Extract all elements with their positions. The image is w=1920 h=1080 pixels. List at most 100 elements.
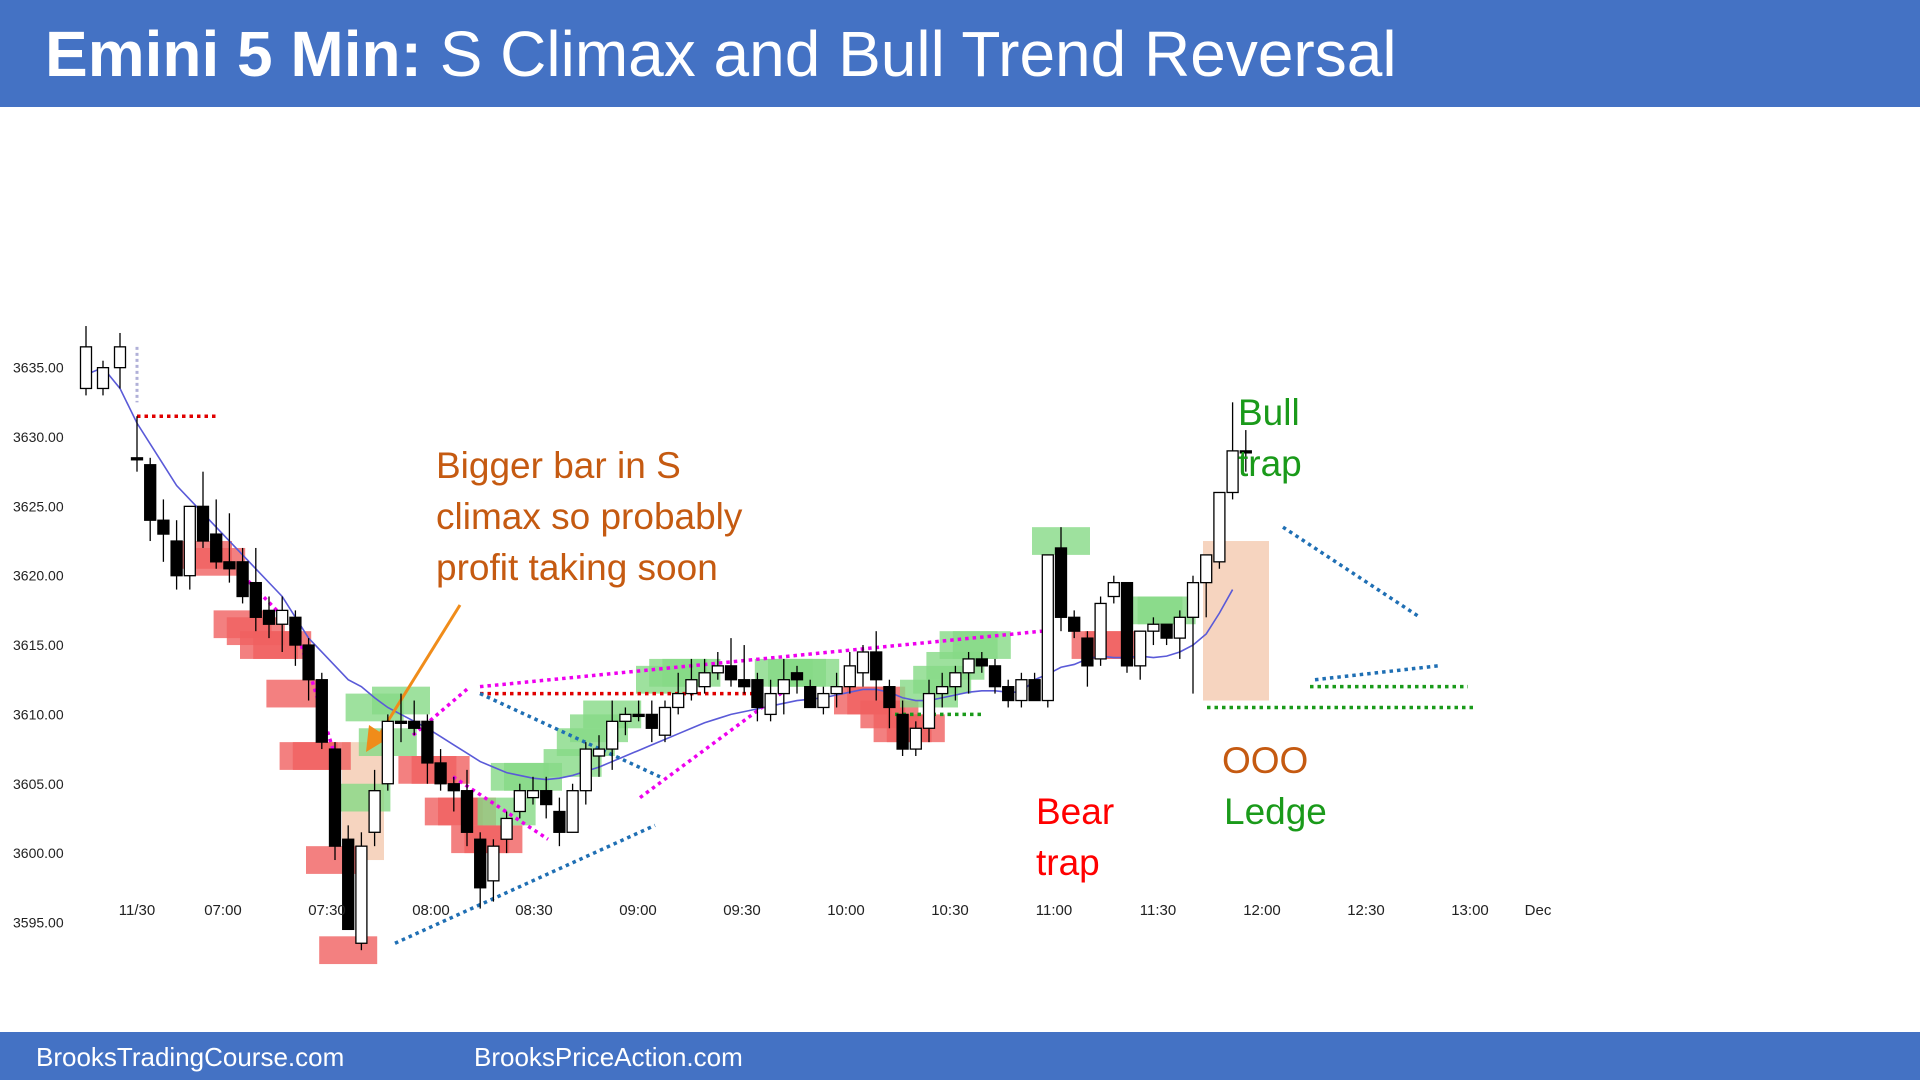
bull-candle: [777, 679, 790, 695]
bear-candle: [302, 644, 315, 681]
bear-candle: [249, 581, 262, 618]
bear-candle: [223, 561, 236, 570]
y-tick-label: 3600.00: [13, 845, 64, 861]
bar-layer: [79, 326, 1252, 951]
bear-candle: [130, 457, 144, 461]
annotation-bear-trap-line: trap: [1036, 842, 1100, 883]
x-tick-label: 10:00: [827, 902, 865, 919]
annotation-bear-trap: Bear trap: [1036, 786, 1114, 888]
y-tick-label: 3625.00: [13, 498, 64, 514]
bull-candle: [658, 706, 672, 736]
bull-candle: [843, 665, 856, 688]
y-tick-label: 3620.00: [13, 568, 64, 584]
bear-candle: [262, 609, 276, 625]
bull-candle: [962, 658, 975, 674]
arrow-head: [366, 725, 389, 752]
x-tick-label: 10:30: [931, 902, 969, 919]
bear-candle: [421, 720, 434, 764]
bull-candle: [672, 692, 685, 709]
bull-candle: [368, 790, 381, 833]
annotation-bull-trap: Bull trap: [1238, 387, 1302, 489]
annotation-bull-trap-line: Bull: [1238, 392, 1300, 433]
y-tick-label: 3630.00: [13, 429, 64, 445]
bear-candle: [1239, 450, 1252, 454]
bull-candle: [183, 505, 196, 577]
x-tick-label: 12:30: [1347, 902, 1385, 919]
bear-candle: [738, 679, 751, 688]
bear-candle: [1081, 637, 1094, 667]
dotted-line: [241, 574, 299, 633]
bull-candle: [1226, 450, 1239, 494]
bear-candle: [460, 790, 474, 833]
footer-bar: BrooksTradingCourse.com BrooksPriceActio…: [0, 1032, 1920, 1080]
bull-candle: [698, 672, 711, 688]
bear-candle: [1028, 679, 1041, 702]
bull-candle: [619, 713, 632, 722]
x-tick-label: 11/30: [119, 902, 155, 919]
title-rest: S Climax and Bull Trend Reversal: [421, 18, 1397, 90]
annotation-bull-trap-line: trap: [1238, 443, 1302, 484]
dotted-line: [394, 823, 656, 945]
bear-candle: [144, 464, 157, 521]
bear-candle: [408, 720, 421, 729]
x-tick-label: 11:00: [1036, 902, 1072, 919]
bear-candle: [883, 686, 896, 709]
arrow-line: [376, 604, 462, 738]
bear-candle: [975, 658, 988, 667]
bull-candle: [355, 845, 368, 944]
annotation-bigger-bar-line: climax so probably: [436, 496, 743, 537]
bull-candle: [526, 790, 540, 799]
annotation-ledge: Ledge: [1224, 791, 1327, 832]
bull-candle: [1173, 616, 1186, 639]
bull-candle: [592, 748, 606, 757]
bear-candle: [447, 783, 460, 792]
bull-candle: [606, 720, 619, 750]
bull-candle: [500, 817, 513, 840]
bear-candle: [434, 762, 447, 785]
bear-candle: [553, 810, 566, 833]
bear-candle: [804, 686, 817, 709]
bull-candle: [113, 346, 127, 369]
x-tick-label: 08:00: [412, 902, 450, 919]
bull-candle: [79, 346, 93, 390]
bear-candle: [1054, 547, 1068, 618]
x-tick-label: 09:30: [723, 902, 761, 919]
bear-candle: [394, 720, 408, 724]
candlestick-chart: 3635.00 3630.00 3625.00 3620.00 3615.00 3610.…: [13, 326, 1552, 965]
bull-candle: [830, 686, 843, 695]
bear-candle: [751, 679, 764, 709]
bear-candle: [157, 519, 170, 535]
annotation-bigger-bar-line: profit taking soon: [436, 547, 718, 588]
bull-candle: [817, 692, 830, 709]
bull-candle: [1107, 581, 1120, 598]
x-tick-label: 09:00: [619, 902, 657, 919]
bear-candle: [645, 713, 658, 729]
bear-candle: [1002, 686, 1015, 702]
bull-candle: [949, 672, 962, 688]
dotted-line: [479, 692, 661, 779]
bull-candle: [764, 692, 777, 716]
y-tick-label: 3610.00: [13, 706, 64, 722]
x-tick-label: 07:00: [204, 902, 242, 919]
annotation-bigger-bar-line: Bigger bar in S: [436, 445, 681, 486]
bull-candle: [566, 790, 579, 833]
bull-candle: [1147, 623, 1160, 632]
page-title: Emini 5 Min: S Climax and Bull Trend Rev…: [45, 12, 1397, 96]
x-tick-label: 08:30: [515, 902, 553, 919]
annotation-bear-trap-line: Bear: [1036, 791, 1115, 832]
bull-candle: [711, 665, 724, 674]
title-bold: Emini 5 Min:: [45, 18, 422, 90]
bull-candle: [381, 720, 394, 785]
bear-candle: [328, 748, 342, 847]
bull-candle: [856, 651, 870, 674]
bear-candle: [790, 672, 804, 681]
bear-candle: [870, 651, 883, 681]
bull-candle: [936, 686, 949, 695]
y-tick-label: 3595.00: [13, 914, 64, 930]
bull-candle: [513, 790, 526, 813]
bull-candle: [487, 845, 500, 882]
bull-candle: [579, 748, 592, 792]
y-tick-label: 3605.00: [13, 776, 64, 792]
x-tick-label: 12:00: [1243, 902, 1281, 919]
bull-candle: [1134, 630, 1147, 667]
